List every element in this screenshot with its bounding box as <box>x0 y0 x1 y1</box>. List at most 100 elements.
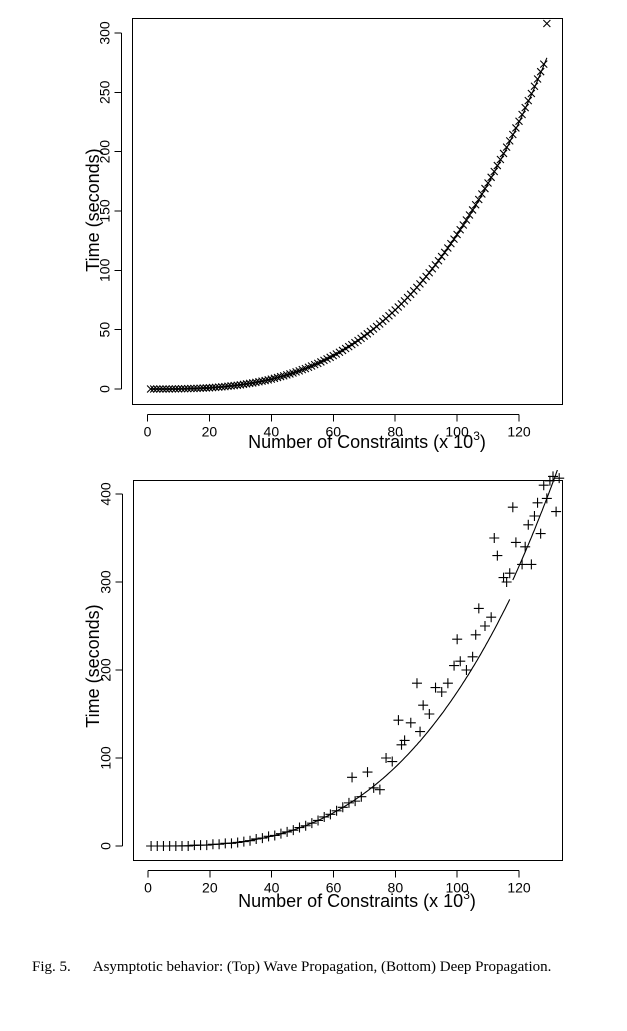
data-point <box>535 528 546 539</box>
y-tick-label: 100 <box>98 746 114 770</box>
x-tick-label: 120 <box>507 424 531 440</box>
data-point <box>479 621 490 631</box>
data-point <box>527 89 536 98</box>
data-point <box>183 841 194 851</box>
data-point <box>368 782 379 793</box>
y-tick-label: 150 <box>97 199 113 223</box>
x-axis-title-top: Number of Constraints (x 103) <box>248 429 486 452</box>
data-point <box>251 378 260 387</box>
data-point <box>230 381 239 390</box>
data-point <box>542 19 551 28</box>
data-point <box>428 264 437 273</box>
fit-curve-bottom <box>151 470 558 847</box>
data-point <box>196 384 205 393</box>
data-point <box>255 377 263 386</box>
data-point <box>306 818 317 829</box>
data-point <box>493 161 502 170</box>
chart-top-wave-propagation: 0 20 40 60 80 100 120 0 50 100 150 200 250 300 Numbe… <box>83 18 563 452</box>
data-point <box>533 75 542 83</box>
data-point <box>470 629 481 640</box>
data-point <box>152 385 161 393</box>
data-point <box>452 634 463 645</box>
data-point <box>165 385 174 393</box>
data-point <box>288 825 299 836</box>
y-tick-label: 0 <box>98 842 114 850</box>
data-point <box>224 382 232 391</box>
data-point <box>347 772 358 783</box>
data-point <box>504 568 515 579</box>
data-point <box>214 383 223 391</box>
data-point <box>442 678 453 689</box>
data-point <box>168 384 177 393</box>
data-point <box>515 117 523 126</box>
data-point <box>205 383 214 392</box>
data-point <box>440 248 449 257</box>
data-point <box>484 179 492 187</box>
data-point <box>548 471 559 482</box>
data-point <box>374 784 385 795</box>
data-point <box>257 833 268 844</box>
y-tick-label: 400 <box>98 482 114 506</box>
data-point <box>487 173 496 182</box>
data-point <box>146 385 155 393</box>
chart-bottom-deep-propagation: 0 20 40 60 80 100 120 0 100 200 300 400 Number of … <box>83 470 565 911</box>
data-point <box>424 709 435 719</box>
data-point <box>221 382 229 391</box>
data-point <box>430 682 441 693</box>
caption-text: Asymptotic behavior: (Top) Wave Propagat… <box>92 959 552 975</box>
data-point <box>300 820 311 831</box>
data-point <box>447 239 455 248</box>
data-point <box>319 811 330 822</box>
plot-frame-top <box>132 18 563 405</box>
data-point <box>226 838 237 849</box>
data-point <box>211 383 220 392</box>
data-point <box>496 155 505 164</box>
data-point <box>501 577 512 587</box>
data-point <box>356 791 367 802</box>
x-tick-label: 0 <box>144 424 152 440</box>
data-point <box>162 385 170 393</box>
data-point <box>261 376 270 385</box>
data-point <box>325 809 336 820</box>
data-point <box>455 656 466 667</box>
data-point <box>405 717 416 728</box>
data-point <box>232 837 243 848</box>
data-point <box>275 828 286 839</box>
data-point <box>214 839 225 850</box>
data-point <box>492 550 503 561</box>
x-tick-label: 100 <box>445 880 469 896</box>
data-point <box>517 559 528 570</box>
data-point <box>313 815 324 826</box>
data-point <box>180 384 189 393</box>
data-point <box>171 384 180 393</box>
data-point <box>233 381 242 390</box>
data-point <box>526 559 537 570</box>
fit-line <box>150 57 548 390</box>
data-point <box>459 221 468 229</box>
y-axis-bottom: 0 100 200 300 400 <box>98 482 123 850</box>
data-point <box>465 211 474 219</box>
data-point <box>473 603 484 614</box>
data-point <box>217 382 226 391</box>
data-point <box>282 826 293 837</box>
data-point <box>208 383 217 392</box>
y-tick-label: 300 <box>98 570 114 594</box>
data-point <box>393 715 404 726</box>
points-top <box>146 19 551 393</box>
data-point <box>481 184 489 193</box>
x-axis-title-bottom: Number of Constraints (x 103) <box>238 888 476 911</box>
data-point <box>174 384 183 393</box>
data-point <box>539 60 548 68</box>
data-point <box>236 380 245 389</box>
data-point <box>425 268 434 277</box>
data-point <box>337 802 348 813</box>
data-point <box>536 67 545 76</box>
x-tick-label: 120 <box>507 880 531 896</box>
data-point <box>381 753 392 763</box>
y-tick-label: 200 <box>98 658 114 682</box>
data-point <box>529 511 540 521</box>
fit-line <box>512 470 558 581</box>
data-point <box>523 519 534 530</box>
data-point <box>264 375 273 384</box>
x-tick-label: 40 <box>264 880 280 896</box>
